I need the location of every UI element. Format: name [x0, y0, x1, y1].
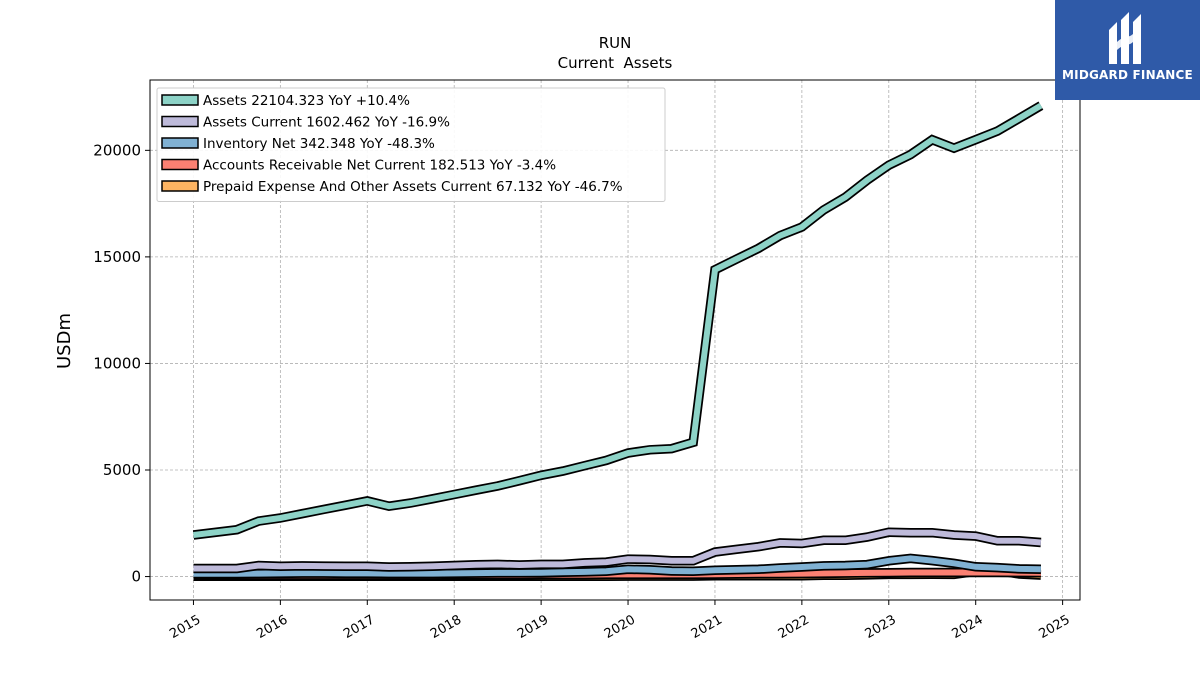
legend-swatch	[161, 115, 199, 128]
series-0	[192, 101, 1044, 540]
legend-swatch	[161, 158, 199, 171]
legend-box	[156, 87, 666, 202]
logo-mark-icon	[1109, 12, 1141, 64]
y-tick-label: 0	[131, 568, 141, 586]
series-line	[193, 103, 1043, 538]
y-tick-label: 15000	[93, 248, 141, 266]
x-tick-label: 2023	[863, 612, 899, 642]
x-tick-label: 2016	[254, 612, 290, 642]
y-axis-label: USDm	[54, 313, 75, 369]
x-tick-label: 2015	[167, 612, 203, 642]
series-line	[193, 529, 1042, 572]
legend-label: Accounts Receivable Net Current 182.513 …	[203, 158, 556, 174]
plot-frame	[149, 79, 1081, 601]
x-tick-label: 2025	[1036, 612, 1072, 642]
x-tick-label: 2020	[602, 612, 638, 642]
logo-text: MIDGARD FINANCE	[1062, 68, 1193, 82]
y-tick-label: 10000	[93, 354, 141, 372]
chart-title: RUN	[599, 34, 632, 52]
legend-label: Prepaid Expense And Other Assets Current…	[203, 179, 623, 195]
legend-label: Assets 22104.323 YoY +10.4%	[203, 93, 410, 109]
x-tick-label: 2017	[341, 612, 377, 642]
legend-swatch	[161, 94, 199, 106]
legend-swatch	[161, 180, 199, 192]
x-tick-label: 2021	[689, 612, 725, 642]
x-tick-label: 2018	[428, 612, 464, 642]
x-tick-label: 2022	[776, 612, 812, 642]
y-tick-label: 5000	[103, 461, 141, 479]
x-tick-label: 2019	[515, 612, 551, 642]
series-2	[193, 553, 1041, 579]
series-line	[193, 555, 1041, 577]
legend: Assets 22104.323 YoY +10.4% Assets Curren…	[156, 87, 666, 202]
x-tick-label: 2024	[950, 612, 986, 642]
series-1	[193, 527, 1042, 574]
y-tick-label: 20000	[93, 141, 141, 159]
legend-swatch	[161, 137, 199, 149]
legend-label: Assets Current 1602.462 YoY -16.9%	[203, 115, 450, 131]
brand-logo: MIDGARD FINANCE	[1055, 0, 1200, 100]
chart-subtitle: Current Assets	[558, 54, 673, 72]
legend-label: Inventory Net 342.348 YoY -48.3%	[203, 136, 435, 152]
series-layer	[192, 101, 1044, 582]
